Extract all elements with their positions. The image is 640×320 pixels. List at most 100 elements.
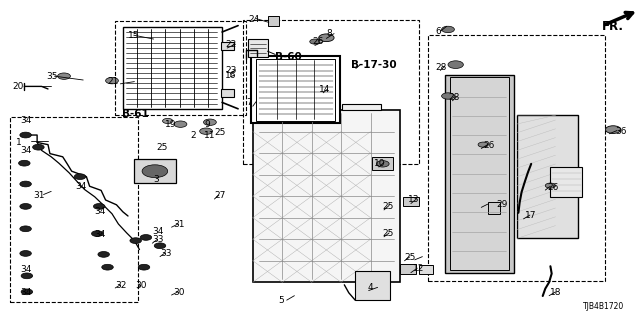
Text: 32: 32 — [115, 281, 127, 290]
Circle shape — [442, 26, 454, 33]
Text: 25: 25 — [383, 229, 394, 238]
Bar — [445, 75, 514, 273]
Bar — [256, 59, 335, 121]
Circle shape — [21, 273, 33, 279]
Bar — [419, 265, 433, 274]
Circle shape — [98, 252, 109, 257]
Circle shape — [140, 235, 152, 240]
Text: 27: 27 — [214, 191, 226, 200]
Text: 34: 34 — [20, 265, 32, 274]
Circle shape — [200, 128, 212, 134]
Circle shape — [92, 231, 103, 236]
Text: 34: 34 — [152, 227, 164, 236]
Text: 25: 25 — [157, 143, 168, 152]
Text: 26: 26 — [483, 141, 495, 150]
Text: 34: 34 — [20, 288, 32, 297]
Bar — [488, 202, 500, 214]
Circle shape — [605, 126, 621, 133]
Text: 28: 28 — [435, 63, 447, 72]
Text: 15: 15 — [128, 31, 140, 40]
Text: 12: 12 — [413, 264, 424, 273]
Bar — [243, 20, 419, 164]
Bar — [134, 159, 176, 183]
Text: 2: 2 — [191, 132, 196, 140]
Text: 34: 34 — [95, 207, 106, 216]
Text: 25: 25 — [214, 128, 226, 137]
Text: 31: 31 — [173, 220, 184, 229]
Bar — [342, 104, 381, 110]
Text: 26: 26 — [312, 37, 324, 46]
Bar — [428, 35, 605, 281]
Text: 7: 7 — [246, 98, 252, 107]
Text: 18: 18 — [550, 288, 562, 297]
Bar — [10, 117, 138, 302]
Circle shape — [442, 93, 454, 99]
Text: 16: 16 — [225, 71, 237, 80]
Bar — [123, 27, 222, 109]
Bar — [115, 21, 246, 115]
Circle shape — [33, 144, 44, 150]
Text: 22: 22 — [225, 40, 237, 49]
Bar — [550, 167, 582, 197]
Text: 20: 20 — [13, 82, 24, 91]
Text: 24: 24 — [248, 15, 260, 24]
Text: 25: 25 — [383, 202, 394, 211]
Circle shape — [204, 119, 216, 125]
Circle shape — [93, 204, 105, 209]
Circle shape — [102, 264, 113, 270]
Text: 33: 33 — [152, 236, 164, 244]
Circle shape — [130, 238, 141, 244]
Circle shape — [174, 121, 187, 127]
Text: 34: 34 — [76, 182, 87, 191]
Text: 8: 8 — [326, 29, 332, 38]
Bar — [403, 197, 419, 206]
Text: 6: 6 — [435, 28, 441, 36]
Circle shape — [478, 142, 488, 147]
Circle shape — [21, 289, 33, 295]
Circle shape — [58, 73, 70, 79]
Text: 17: 17 — [525, 212, 536, 220]
Bar — [253, 110, 400, 282]
Text: 35: 35 — [46, 72, 58, 81]
Circle shape — [20, 181, 31, 187]
Text: B-60: B-60 — [275, 52, 302, 62]
Text: 36: 36 — [616, 127, 627, 136]
Text: 13: 13 — [408, 196, 420, 204]
Text: B-61: B-61 — [122, 108, 148, 119]
Bar — [268, 16, 279, 26]
Bar — [517, 115, 578, 238]
Text: 26: 26 — [548, 183, 559, 192]
Circle shape — [545, 183, 556, 188]
Text: 34: 34 — [20, 116, 32, 125]
Text: 23: 23 — [225, 66, 237, 75]
Text: 30: 30 — [173, 288, 184, 297]
Circle shape — [448, 61, 463, 68]
Text: 28: 28 — [448, 93, 460, 102]
Text: FR.: FR. — [602, 20, 623, 33]
Circle shape — [106, 77, 118, 84]
Bar — [278, 104, 330, 110]
Text: 31: 31 — [33, 191, 45, 200]
Text: 34: 34 — [95, 230, 106, 239]
Circle shape — [142, 165, 168, 178]
Circle shape — [163, 118, 173, 124]
Text: 29: 29 — [496, 200, 508, 209]
Bar — [248, 39, 268, 57]
Bar — [251, 56, 340, 123]
Circle shape — [74, 174, 86, 180]
Circle shape — [310, 39, 320, 44]
Text: 21: 21 — [108, 77, 119, 86]
Bar — [221, 89, 234, 97]
Circle shape — [154, 243, 166, 249]
Text: 10: 10 — [374, 159, 386, 168]
Text: 14: 14 — [319, 85, 330, 94]
Circle shape — [20, 132, 31, 138]
Bar — [355, 271, 390, 300]
Circle shape — [20, 226, 31, 232]
Text: 9: 9 — [205, 120, 211, 129]
Text: 34: 34 — [20, 146, 32, 155]
Text: 25: 25 — [404, 253, 416, 262]
Text: 3: 3 — [154, 175, 159, 184]
Text: TJB4B1720: TJB4B1720 — [583, 302, 624, 311]
Circle shape — [319, 34, 334, 42]
